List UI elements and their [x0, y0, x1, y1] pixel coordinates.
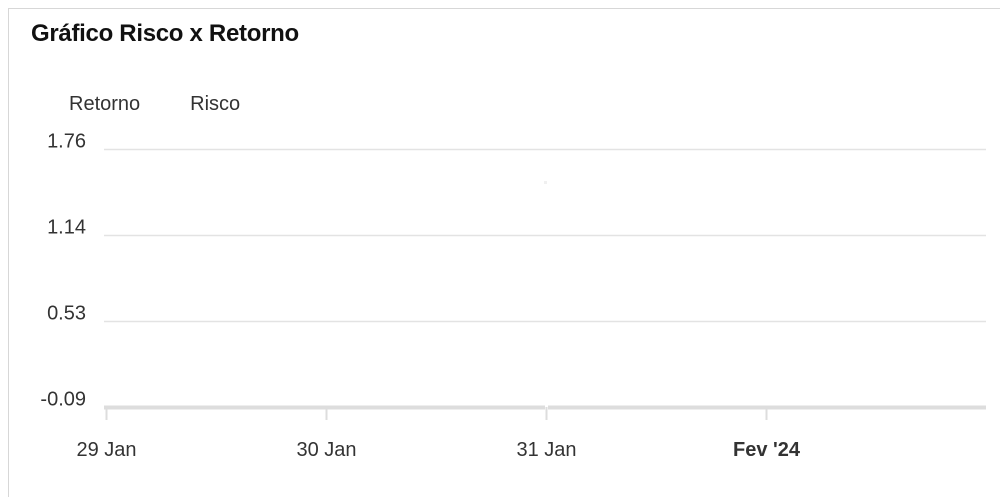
chart-legend: Retorno Risco — [69, 93, 240, 116]
x-tick-label: Fev '24 — [733, 439, 801, 461]
x-axis-labels: 29 Jan 30 Jan 31 Jan Fev '24 — [76, 439, 800, 461]
y-tick-label: 1.14 — [47, 217, 86, 239]
gridlines — [104, 148, 986, 411]
x-tick-label: 29 Jan — [76, 439, 136, 461]
y-tick-label: 1.76 — [47, 131, 86, 153]
legend-item-risco[interactable]: Risco — [190, 93, 241, 115]
y-tick-label: -0.09 — [40, 389, 86, 411]
chart-title: Gráfico Risco x Retorno — [31, 20, 299, 47]
x-tick-label: 30 Jan — [296, 439, 356, 461]
y-tick-label: 0.53 — [47, 303, 86, 325]
chart-card: Gráfico Risco x Retorno Retorno Risco — [8, 8, 1000, 497]
x-axis — [105, 407, 768, 420]
legend-item-retorno[interactable]: Retorno — [69, 93, 141, 115]
y-axis-labels: 1.76 1.14 0.53 -0.09 — [40, 131, 86, 411]
series-marker-point — [544, 181, 547, 184]
x-tick-label: 31 Jan — [516, 439, 576, 461]
